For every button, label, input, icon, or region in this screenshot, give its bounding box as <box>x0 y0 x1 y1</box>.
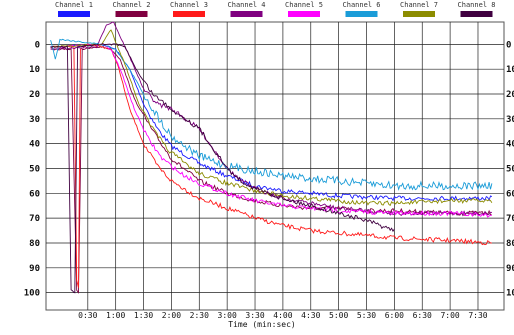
x-tick-label: 3:00 <box>218 311 237 320</box>
legend-item: Channel 5 <box>285 1 323 17</box>
x-tick-label: 1:00 <box>106 311 125 320</box>
legend-swatch <box>230 11 263 17</box>
x-tick-label: 7:00 <box>440 311 459 320</box>
y-tick-label-left: 0 <box>35 40 40 50</box>
y-tick-label-left: 20 <box>29 90 40 100</box>
x-tick-label: 4:30 <box>301 311 320 320</box>
legend-label: Channel 6 <box>343 1 381 9</box>
legend-item: Channel 2 <box>113 1 151 17</box>
x-tick-label: 2:00 <box>162 311 181 320</box>
y-tick-label-left: 10 <box>29 65 40 75</box>
y-tick-label-left: 60 <box>29 189 40 199</box>
y-tick-label-right: 10 <box>506 65 514 75</box>
x-tick-label: 3:30 <box>245 311 264 320</box>
y-tick-label-left: 40 <box>29 140 40 150</box>
y-tick-label-right: 40 <box>506 140 514 150</box>
x-tick-label: 6:00 <box>385 311 404 320</box>
y-tick-label-right: 90 <box>506 264 514 274</box>
y-tick-label-right: 80 <box>506 239 514 249</box>
y-tick-label-left: 100 <box>24 289 40 299</box>
legend-swatch <box>115 11 148 17</box>
legend-label: Channel 4 <box>228 1 266 9</box>
x-tick-label: 5:00 <box>329 311 348 320</box>
y-tick-label-right: 30 <box>506 115 514 125</box>
y-tick-label-right: 50 <box>506 164 514 174</box>
plot-area <box>45 21 505 311</box>
legend-label: Channel 7 <box>400 1 438 9</box>
legend-item: Channel 4 <box>228 1 266 17</box>
series-line-7 <box>50 29 493 207</box>
legend-swatch <box>58 11 90 17</box>
x-tick-label: 5:30 <box>357 311 376 320</box>
legend: Channel 1 Channel 2 Channel 3 Channel 4 Chan… <box>55 1 495 17</box>
y-tick-label-left: 30 <box>29 115 40 125</box>
y-tick-label-right: 10 <box>506 289 514 299</box>
x-tick-label: 4:00 <box>273 311 292 320</box>
series-line-5 <box>50 43 492 218</box>
grid <box>46 22 504 310</box>
legend-item: Channel 7 <box>400 1 438 17</box>
y-tick-label-right: 0 <box>506 40 511 50</box>
x-axis-title: Time (min:sec) <box>228 320 295 329</box>
x-tick-label: 2:30 <box>190 311 209 320</box>
x-tick-label: 0:30 <box>78 311 97 320</box>
axes: 0 0 10 10 20 20 30 30 40 40 50 50 60 60 70 70 80 80 90 90 10… <box>24 40 514 320</box>
legend-item: Channel 3 <box>170 1 208 17</box>
series-line-8 <box>50 43 395 294</box>
legend-item: Channel 6 <box>343 1 381 17</box>
legend-swatch <box>403 11 435 17</box>
series-lines <box>50 21 493 294</box>
y-tick-label-right: 60 <box>506 189 514 199</box>
y-tick-label-left: 70 <box>29 214 40 224</box>
legend-swatch <box>288 11 320 17</box>
x-tick-label: 7:30 <box>468 311 487 320</box>
legend-item: Channel 1 <box>55 1 93 17</box>
legend-swatch <box>460 11 493 17</box>
legend-label: Channel 2 <box>113 1 151 9</box>
x-tick-label: 1:30 <box>134 311 153 320</box>
legend-label: Channel 5 <box>285 1 323 9</box>
series-line-6 <box>50 38 493 191</box>
legend-label: Channel 3 <box>170 1 208 9</box>
legend-label: Channel 8 <box>458 1 496 9</box>
legend-label: Channel 1 <box>55 1 93 9</box>
legend-swatch <box>345 11 378 17</box>
y-tick-label-left: 90 <box>29 264 40 274</box>
legend-item: Channel 8 <box>458 1 496 17</box>
legend-swatch <box>173 11 205 17</box>
y-tick-label-right: 20 <box>506 90 514 100</box>
x-tick-label: 6:30 <box>413 311 432 320</box>
y-tick-label-left: 80 <box>29 239 40 249</box>
series-line-3 <box>50 43 492 288</box>
y-tick-label-left: 50 <box>29 164 40 174</box>
y-tick-label-right: 70 <box>506 214 514 224</box>
